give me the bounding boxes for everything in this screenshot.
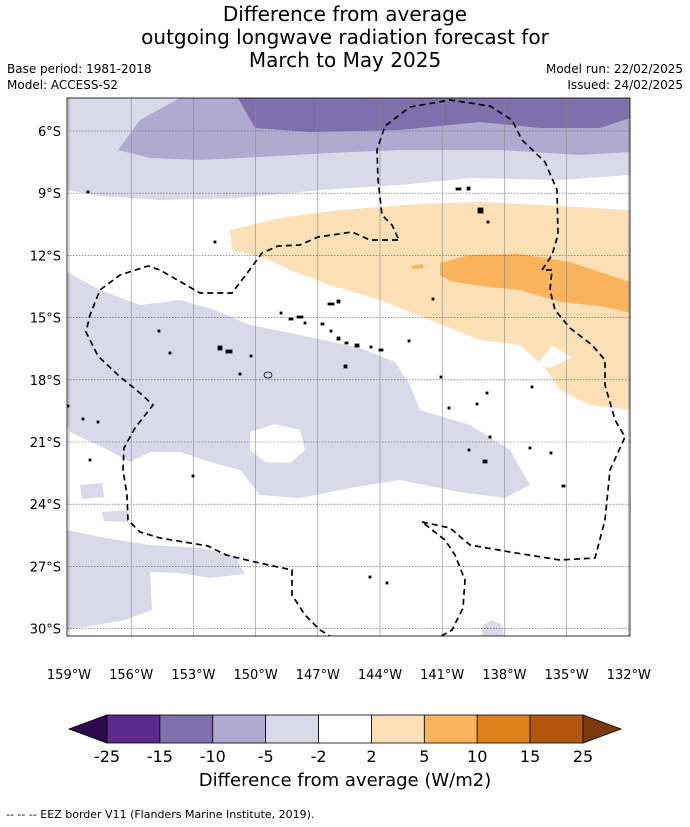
lat-label: 30°S (30, 623, 61, 638)
anomaly-neutral-notch (536, 346, 572, 368)
latitude-labels: 6°S 9°S 12°S 15°S 18°S 21°S 24°S 27°S 30°S (30, 125, 61, 638)
lon-label: 153°W (171, 668, 215, 683)
colorbar-bin (423, 714, 478, 744)
colorbar-bin (371, 714, 425, 744)
lon-label: 150°W (234, 668, 278, 683)
colorbar-bin (265, 714, 319, 744)
anomaly-strong-negative (238, 98, 630, 132)
colorbar-bin (212, 714, 267, 744)
lon-label: 141°W (420, 668, 464, 683)
island-outline (263, 371, 273, 379)
anomaly-moderate-positive (440, 254, 630, 313)
eez-borders (85, 99, 626, 636)
eez-legend-note: -- -- -- EEZ border V11 (Flanders Marine… (6, 808, 315, 821)
title-line-1: Difference from average (222, 2, 468, 26)
anomaly-light-positive (230, 202, 630, 410)
lon-label: 138°W (482, 668, 526, 683)
lon-label: 144°W (358, 668, 402, 683)
colorbar-tick-label: -2 (311, 747, 327, 766)
copyright-text: © Commonwealth of Australia 2025, Bureau… (69, 635, 574, 649)
anomaly-light-negative-southwest (67, 530, 245, 630)
anomaly-moderate-positive-speck (411, 264, 424, 269)
issued-date: Issued: 24/02/2025 (567, 78, 683, 92)
lon-label: 135°W (545, 668, 589, 683)
title-line-3: March to May 2025 (248, 48, 442, 72)
colorbar-tick-label: -5 (258, 747, 274, 766)
colorbar-tick-label: 25 (573, 747, 593, 766)
colorbar-tick-label: 10 (467, 747, 487, 766)
anomaly-neutral-hole (250, 424, 305, 463)
anomaly-light-negative-patch-c (482, 620, 504, 636)
colorbar: -25 -15 -10 -5 -2 2 5 10 15 25 (67, 714, 623, 766)
model-name: Model: ACCESS-S2 (7, 78, 119, 92)
lat-label: 18°S (30, 374, 61, 389)
colorbar-bin (106, 714, 161, 744)
lat-label: 6°S (38, 125, 61, 140)
lon-label: 159°W (47, 668, 91, 683)
colorbar-bin (159, 714, 214, 744)
lat-label: 15°S (30, 312, 61, 327)
lon-label: 156°W (109, 668, 153, 683)
graticule (67, 98, 630, 636)
lat-label: 27°S (30, 560, 61, 575)
colorbar-tick-label: 5 (419, 747, 429, 766)
anomaly-light-negative-patch-a (80, 483, 104, 499)
colorbar-tick-label: 2 (366, 747, 376, 766)
lon-label: 132°W (607, 668, 651, 683)
colorbar-under-arrow (67, 714, 108, 744)
longitude-labels: 159°W 156°W 153°W 150°W 147°W 144°W 141°W 138°W… (47, 668, 651, 683)
colorbar-bin (529, 714, 584, 744)
islands (67, 186, 566, 585)
colorbar-title: Difference from average (W/m2) (198, 770, 492, 791)
lat-label: 9°S (38, 187, 61, 202)
map-area: © Commonwealth of Australia 2025, Bureau… (67, 98, 630, 649)
lat-label: 12°S (30, 249, 61, 264)
colorbar-tick-label: 15 (520, 747, 540, 766)
lon-label: 147°W (296, 668, 340, 683)
lat-label: 21°S (30, 436, 61, 451)
colorbar-bin (318, 714, 372, 744)
colorbar-tick-label: -10 (200, 747, 226, 766)
base-period: Base period: 1981-2018 (7, 62, 152, 76)
lat-label: 24°S (30, 498, 61, 513)
colorbar-over-arrow (582, 714, 623, 744)
title-line-2: outgoing longwave radiation forecast for (141, 25, 549, 49)
colorbar-tick-label: -15 (147, 747, 173, 766)
anomaly-light-negative-patch-b (102, 510, 128, 522)
map-frame (66, 97, 631, 637)
colorbar-tick-label: -25 (94, 747, 120, 766)
anomaly-light-negative-west (67, 272, 530, 498)
colorbar-bin (476, 714, 531, 744)
model-run: Model run: 22/02/2025 (545, 62, 683, 76)
